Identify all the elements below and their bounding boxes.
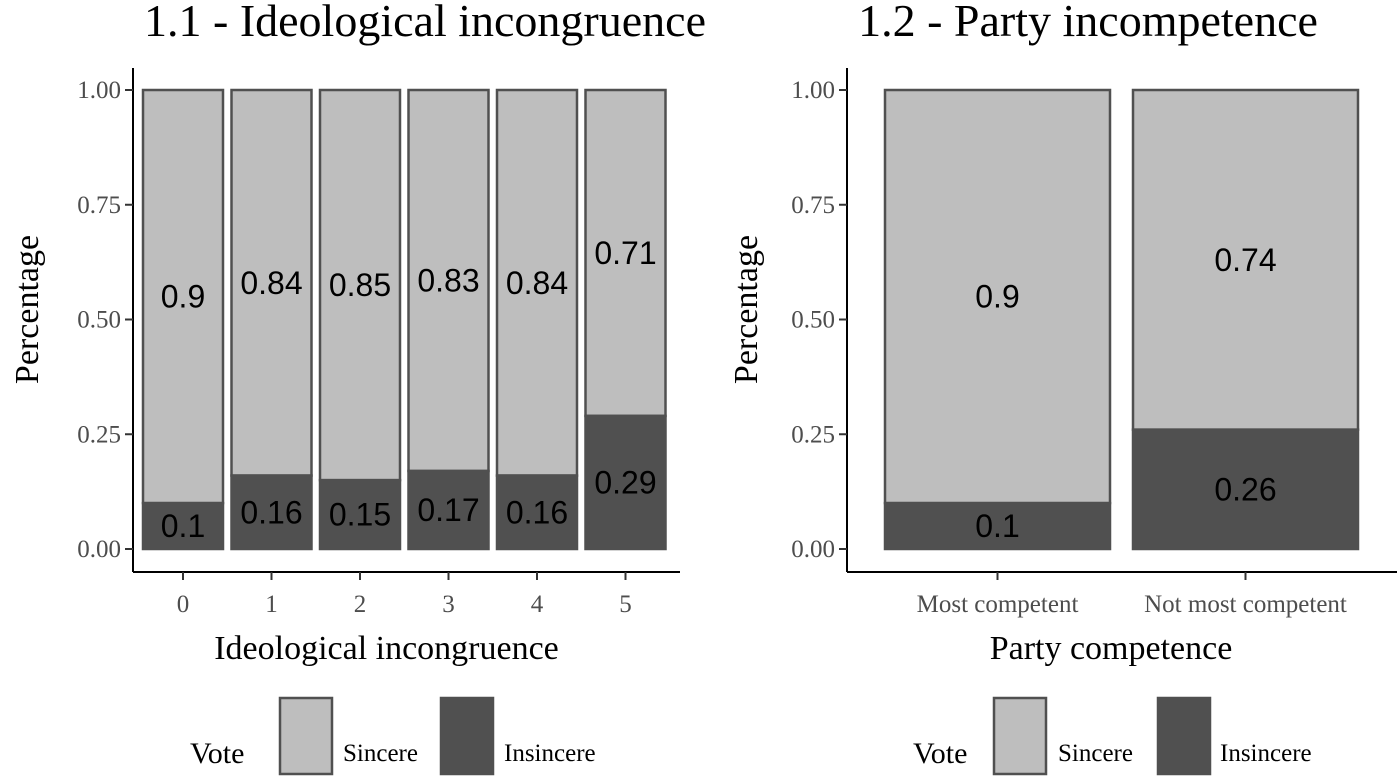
legend-title: Vote [913,737,967,770]
legend-label-sincere: Sincere [1058,740,1133,767]
data-label-insincere: 0.1 [975,508,1019,544]
y-tick-label: 0.25 [791,421,835,448]
data-label-sincere: 0.84 [240,265,302,301]
data-label-insincere: 0.1 [161,508,205,544]
y-tick-label: 0.00 [791,536,835,563]
data-label-insincere: 0.29 [594,464,656,500]
legend-swatch-insincere [439,696,495,776]
x-tick-label: 0 [177,591,190,618]
y-tick-label: 0.75 [77,192,121,219]
x-tick-label: Most competent [917,591,1079,618]
bar-insincere [584,414,667,551]
y-tick-label: 1.00 [77,77,121,104]
x-axis-title: Party competence [990,630,1233,667]
panel-2: 1.2 - Party incompetence 0.00 0.25 0.50 0.75… [728,0,1397,776]
legend-title: Vote [190,737,244,770]
legend-label-insincere: Insincere [1220,740,1312,767]
x-tick-label: 5 [619,591,632,618]
x-tick-label: 4 [531,591,544,618]
legend-swatch-sincere [278,696,334,776]
bar-insincere [495,474,579,551]
x-tick-label: 3 [442,591,455,618]
data-label-sincere: 0.74 [1214,242,1276,278]
data-label-sincere: 0.83 [417,262,479,298]
y-axis-title: Percentage [728,235,765,384]
data-label-sincere: 0.85 [329,267,391,303]
bar-insincere [318,478,402,551]
legend-swatch-sincere [992,696,1048,776]
x-tick-label: Not most competent [1144,591,1347,618]
y-tick-label: 0.75 [791,192,835,219]
data-label-sincere: 0.9 [161,279,205,315]
x-tick-label: 2 [354,591,367,618]
data-label-sincere: 0.9 [975,279,1019,315]
bar-sincere [883,88,1112,505]
chart-title: 1.2 - Party incompetence [858,0,1318,46]
y-tick-label: 0.00 [77,536,121,563]
bar-insincere [1131,428,1360,551]
data-label-insincere: 0.26 [1214,471,1276,507]
bar-insincere [230,474,313,551]
bar-sincere [407,88,490,473]
data-label-sincere: 0.71 [594,235,656,271]
data-label-insincere: 0.16 [240,494,302,530]
data-label-insincere: 0.17 [417,492,479,528]
panel-1: 1.1 - Ideological incongruence 0.00 0.25 0.… [9,0,706,776]
legend-swatch-insincere [1156,696,1212,776]
bar-insincere [141,501,225,551]
x-axis-title: Ideological incongruence [214,630,559,667]
y-tick-label: 0.50 [77,307,121,334]
y-tick-label: 0.50 [791,307,835,334]
bar-insincere [883,501,1112,551]
y-tick-label: 0.25 [77,421,121,448]
bar-sincere [1131,88,1360,431]
data-label-sincere: 0.84 [506,265,568,301]
bar-sincere [584,88,667,418]
legend-label-insincere: Insincere [504,740,596,767]
bar-insincere [407,469,490,551]
x-tick-label: 1 [265,591,278,618]
bar-sincere [230,88,313,477]
data-label-insincere: 0.16 [506,494,568,530]
data-label-insincere: 0.15 [329,497,391,533]
legend-label-sincere: Sincere [343,740,418,767]
y-tick-label: 1.00 [791,77,835,104]
bar-sincere [495,88,579,477]
chart-title: 1.1 - Ideological incongruence [144,0,706,46]
y-axis-title: Percentage [9,235,46,384]
